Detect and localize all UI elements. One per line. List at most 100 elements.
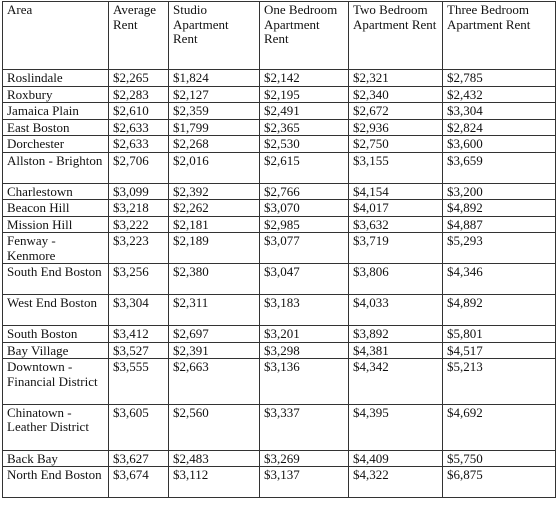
cell-three-bedroom-rent: $4,887 <box>442 215 556 233</box>
cell-two-bedroom-rent: $3,806 <box>348 263 443 295</box>
cell-average-rent: $3,304 <box>108 294 169 326</box>
cell-area: Chinatown - Leather District <box>2 403 109 451</box>
table-row: Roslindale $2,265 $1,824 $2,142 $2,321 $… <box>2 69 556 87</box>
header-area: Area <box>2 1 109 70</box>
table-row: Back Bay $3,627 $2,483 $3,269 $4,409 $5,… <box>2 449 556 467</box>
cell-three-bedroom-rent: $6,875 <box>442 466 556 498</box>
cell-area: Back Bay <box>2 449 109 467</box>
cell-three-bedroom-rent: $4,346 <box>442 263 556 295</box>
table-row: Jamaica Plain $2,610 $2,359 $2,491 $2,67… <box>2 102 556 120</box>
cell-studio-rent: $2,560 <box>168 403 260 451</box>
cell-two-bedroom-rent: $3,155 <box>348 151 443 184</box>
cell-two-bedroom-rent: $4,381 <box>348 341 443 359</box>
table-row: Beacon Hill $3,218 $2,262 $3,070 $4,017 … <box>2 199 556 217</box>
cell-average-rent: $2,610 <box>108 102 169 120</box>
table-row: Charlestown $3,099 $2,392 $2,766 $4,154 … <box>2 182 556 200</box>
rent-table: Area Average Rent Studio Apartment Rent … <box>2 1 556 498</box>
cell-three-bedroom-rent: $4,892 <box>442 199 556 217</box>
cell-area: Dorchester <box>2 135 109 153</box>
table-row: North End Boston $3,674 $3,112 $3,137 $4… <box>2 466 556 498</box>
cell-one-bedroom-rent: $3,137 <box>259 466 349 498</box>
cell-area: South Boston <box>2 325 109 343</box>
cell-area: West End Boston <box>2 294 109 326</box>
cell-one-bedroom-rent: $3,337 <box>259 403 349 451</box>
header-studio-rent: Studio Apartment Rent <box>168 1 260 70</box>
cell-one-bedroom-rent: $3,269 <box>259 449 349 467</box>
cell-studio-rent: $1,824 <box>168 69 260 87</box>
cell-three-bedroom-rent: $5,750 <box>442 449 556 467</box>
cell-three-bedroom-rent: $2,432 <box>442 85 556 103</box>
cell-average-rent: $3,223 <box>108 232 169 264</box>
cell-average-rent: $3,256 <box>108 263 169 295</box>
cell-studio-rent: $2,181 <box>168 215 260 233</box>
cell-three-bedroom-rent: $3,600 <box>442 135 556 153</box>
cell-three-bedroom-rent: $3,304 <box>442 102 556 120</box>
cell-one-bedroom-rent: $2,365 <box>259 118 349 136</box>
cell-average-rent: $2,706 <box>108 151 169 184</box>
header-one-bedroom-rent: One Bedroom Apartment Rent <box>259 1 349 70</box>
table-row: Fenway - Kenmore $3,223 $2,189 $3,077 $3… <box>2 232 556 264</box>
cell-studio-rent: $2,663 <box>168 358 260 405</box>
cell-studio-rent: $2,359 <box>168 102 260 120</box>
table-row: South Boston $3,412 $2,697 $3,201 $3,892… <box>2 325 556 343</box>
cell-two-bedroom-rent: $4,154 <box>348 182 443 200</box>
cell-area: Allston - Brighton <box>2 151 109 184</box>
cell-one-bedroom-rent: $3,136 <box>259 358 349 405</box>
cell-one-bedroom-rent: $3,047 <box>259 263 349 295</box>
table-row: Chinatown - Leather District $3,605 $2,5… <box>2 403 556 451</box>
cell-area: North End Boston <box>2 466 109 498</box>
table-row: Dorchester $2,633 $2,268 $2,530 $2,750 $… <box>2 135 556 153</box>
cell-area: Roxbury <box>2 85 109 103</box>
table-row: West End Boston $3,304 $2,311 $3,183 $4,… <box>2 294 556 326</box>
cell-area: Charlestown <box>2 182 109 200</box>
cell-average-rent: $2,633 <box>108 118 169 136</box>
cell-three-bedroom-rent: $5,213 <box>442 358 556 405</box>
cell-two-bedroom-rent: $4,322 <box>348 466 443 498</box>
cell-three-bedroom-rent: $2,785 <box>442 69 556 87</box>
cell-two-bedroom-rent: $4,017 <box>348 199 443 217</box>
header-average-rent: Average Rent <box>108 1 169 70</box>
cell-two-bedroom-rent: $3,719 <box>348 232 443 264</box>
cell-one-bedroom-rent: $2,766 <box>259 182 349 200</box>
cell-three-bedroom-rent: $4,892 <box>442 294 556 326</box>
cell-one-bedroom-rent: $3,298 <box>259 341 349 359</box>
cell-studio-rent: $2,016 <box>168 151 260 184</box>
cell-two-bedroom-rent: $4,409 <box>348 449 443 467</box>
table-row: Roxbury $2,283 $2,127 $2,195 $2,340 $2,4… <box>2 85 556 103</box>
cell-three-bedroom-rent: $4,517 <box>442 341 556 359</box>
cell-average-rent: $3,527 <box>108 341 169 359</box>
table-header-row: Area Average Rent Studio Apartment Rent … <box>2 1 556 70</box>
cell-studio-rent: $2,127 <box>168 85 260 103</box>
cell-studio-rent: $2,392 <box>168 182 260 200</box>
cell-area: Bay Village <box>2 341 109 359</box>
cell-three-bedroom-rent: $4,692 <box>442 403 556 451</box>
cell-average-rent: $2,283 <box>108 85 169 103</box>
cell-one-bedroom-rent: $3,201 <box>259 325 349 343</box>
table-row: South End Boston $3,256 $2,380 $3,047 $3… <box>2 263 556 295</box>
table-row: Downtown - Financial District $3,555 $2,… <box>2 358 556 405</box>
cell-three-bedroom-rent: $3,659 <box>442 151 556 184</box>
cell-area: Beacon Hill <box>2 199 109 217</box>
cell-area: Fenway - Kenmore <box>2 232 109 264</box>
cell-three-bedroom-rent: $5,801 <box>442 325 556 343</box>
cell-two-bedroom-rent: $2,340 <box>348 85 443 103</box>
cell-area: Roslindale <box>2 69 109 87</box>
cell-two-bedroom-rent: $2,321 <box>348 69 443 87</box>
cell-average-rent: $3,218 <box>108 199 169 217</box>
cell-two-bedroom-rent: $4,033 <box>348 294 443 326</box>
cell-three-bedroom-rent: $5,293 <box>442 232 556 264</box>
cell-studio-rent: $1,799 <box>168 118 260 136</box>
cell-studio-rent: $2,268 <box>168 135 260 153</box>
cell-one-bedroom-rent: $3,070 <box>259 199 349 217</box>
cell-one-bedroom-rent: $2,985 <box>259 215 349 233</box>
cell-average-rent: $3,605 <box>108 403 169 451</box>
cell-area: South End Boston <box>2 263 109 295</box>
cell-average-rent: $3,099 <box>108 182 169 200</box>
cell-average-rent: $3,555 <box>108 358 169 405</box>
cell-area: Mission Hill <box>2 215 109 233</box>
cell-studio-rent: $2,262 <box>168 199 260 217</box>
cell-two-bedroom-rent: $2,936 <box>348 118 443 136</box>
cell-two-bedroom-rent: $2,672 <box>348 102 443 120</box>
cell-studio-rent: $2,380 <box>168 263 260 295</box>
cell-studio-rent: $2,483 <box>168 449 260 467</box>
